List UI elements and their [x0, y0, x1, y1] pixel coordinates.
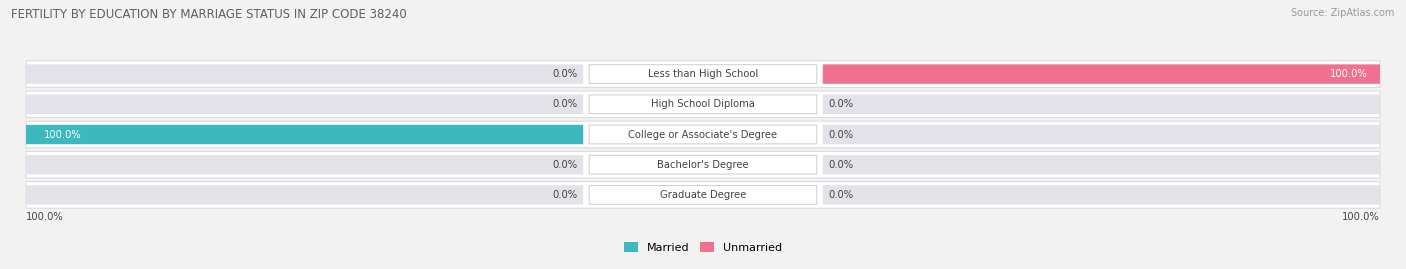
- FancyBboxPatch shape: [823, 65, 1379, 84]
- Text: 0.0%: 0.0%: [553, 190, 578, 200]
- FancyBboxPatch shape: [589, 155, 817, 174]
- FancyBboxPatch shape: [27, 155, 583, 174]
- FancyBboxPatch shape: [589, 125, 817, 144]
- FancyBboxPatch shape: [823, 95, 1379, 114]
- Text: 0.0%: 0.0%: [828, 190, 853, 200]
- Text: 0.0%: 0.0%: [553, 69, 578, 79]
- FancyBboxPatch shape: [823, 125, 1379, 144]
- FancyBboxPatch shape: [27, 95, 583, 114]
- Text: 0.0%: 0.0%: [553, 99, 578, 109]
- FancyBboxPatch shape: [27, 125, 583, 144]
- Legend: Married, Unmarried: Married, Unmarried: [624, 242, 782, 253]
- Text: High School Diploma: High School Diploma: [651, 99, 755, 109]
- Text: College or Associate's Degree: College or Associate's Degree: [628, 129, 778, 140]
- FancyBboxPatch shape: [823, 185, 1379, 204]
- FancyBboxPatch shape: [27, 91, 1379, 118]
- Text: 0.0%: 0.0%: [553, 160, 578, 170]
- FancyBboxPatch shape: [823, 155, 1379, 174]
- Text: 100.0%: 100.0%: [1330, 69, 1368, 79]
- FancyBboxPatch shape: [27, 121, 1379, 148]
- Text: Graduate Degree: Graduate Degree: [659, 190, 747, 200]
- FancyBboxPatch shape: [823, 65, 1379, 84]
- FancyBboxPatch shape: [27, 151, 1379, 178]
- FancyBboxPatch shape: [27, 125, 583, 144]
- Text: 100.0%: 100.0%: [27, 212, 63, 222]
- Text: 100.0%: 100.0%: [44, 129, 82, 140]
- Text: 0.0%: 0.0%: [828, 99, 853, 109]
- FancyBboxPatch shape: [27, 61, 1379, 87]
- FancyBboxPatch shape: [27, 65, 583, 84]
- Text: Source: ZipAtlas.com: Source: ZipAtlas.com: [1291, 8, 1395, 18]
- FancyBboxPatch shape: [27, 182, 1379, 208]
- FancyBboxPatch shape: [27, 185, 583, 204]
- Text: 0.0%: 0.0%: [828, 129, 853, 140]
- FancyBboxPatch shape: [589, 95, 817, 114]
- Text: FERTILITY BY EDUCATION BY MARRIAGE STATUS IN ZIP CODE 38240: FERTILITY BY EDUCATION BY MARRIAGE STATU…: [11, 8, 406, 21]
- Text: Bachelor's Degree: Bachelor's Degree: [657, 160, 749, 170]
- FancyBboxPatch shape: [589, 65, 817, 83]
- Text: Less than High School: Less than High School: [648, 69, 758, 79]
- Text: 0.0%: 0.0%: [828, 160, 853, 170]
- Text: 100.0%: 100.0%: [1343, 212, 1379, 222]
- FancyBboxPatch shape: [589, 186, 817, 204]
